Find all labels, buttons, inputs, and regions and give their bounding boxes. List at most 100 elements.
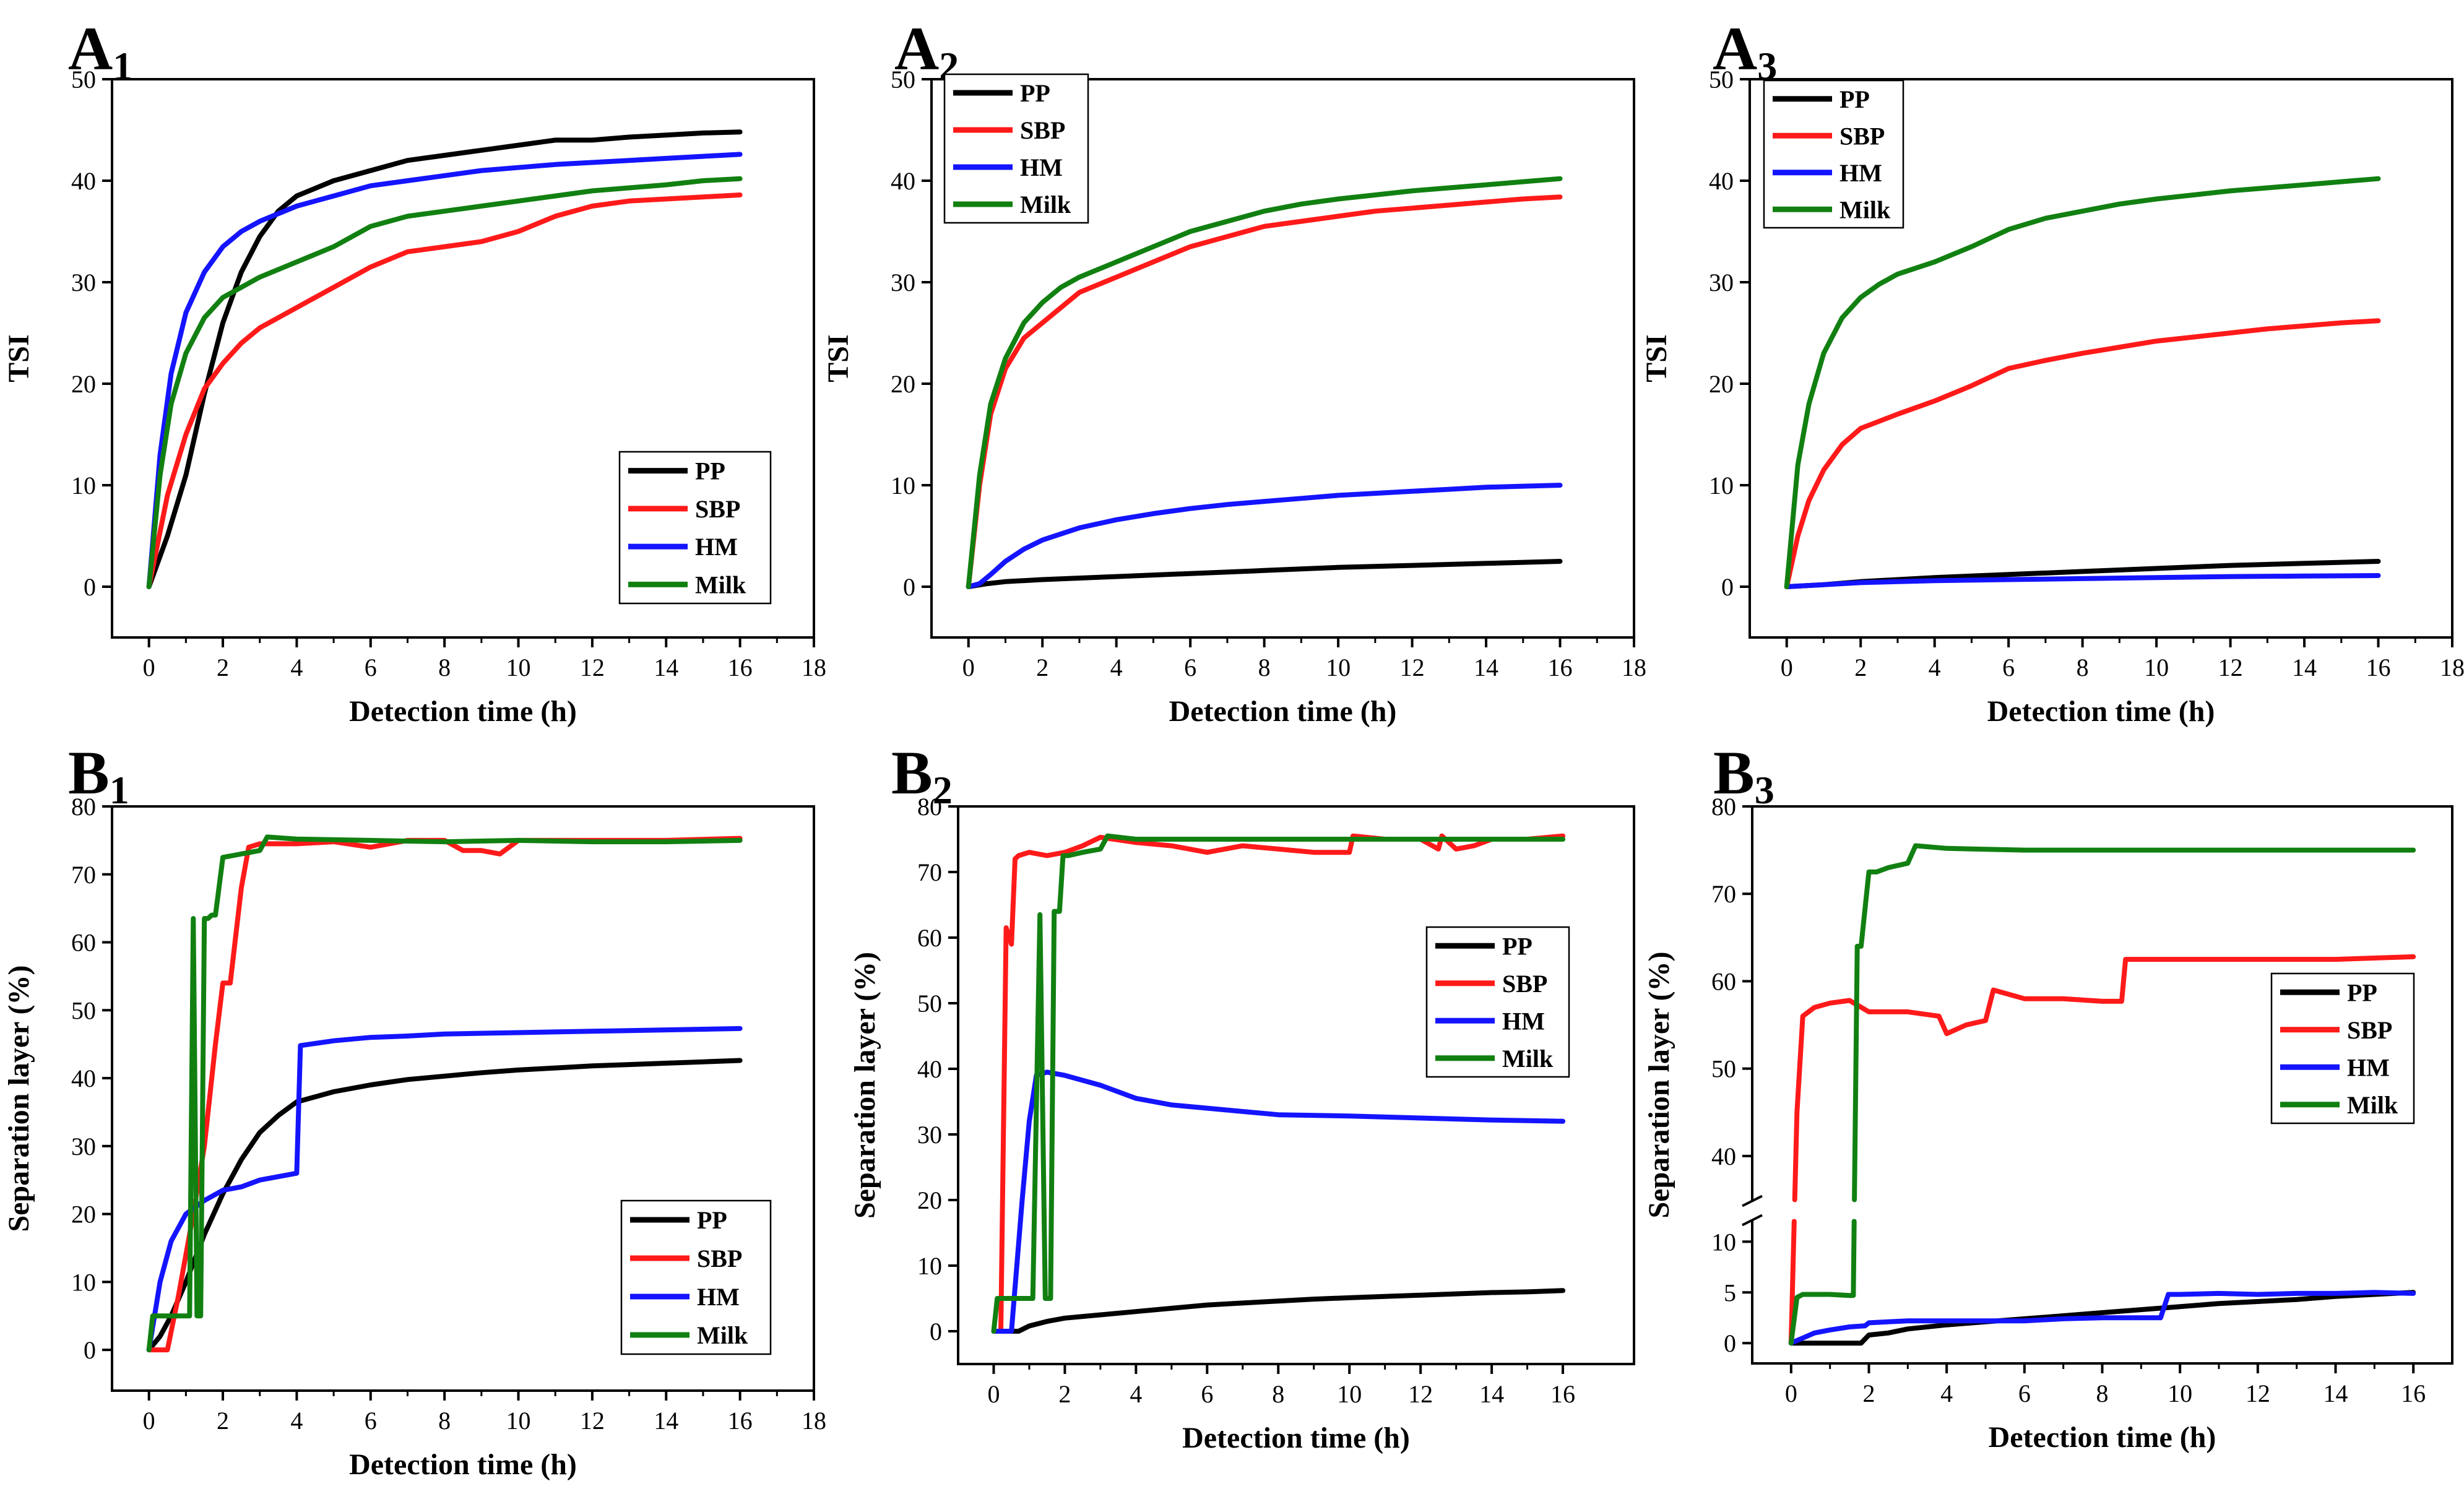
y-tick-label: 20 — [1709, 370, 1734, 398]
legend-label-hm: HM — [2347, 1053, 2390, 1081]
x-tick-label: 0 — [962, 654, 975, 681]
legend: PP SBP HM Milk — [943, 73, 1089, 224]
series-line-hm — [1788, 1290, 2416, 1346]
x-tick-label: 0 — [987, 1380, 1000, 1408]
y-tick-label: 30 — [1709, 269, 1734, 296]
x-tick-label: 18 — [1622, 654, 1646, 681]
x-tick-label: 6 — [2018, 1380, 2031, 1407]
legend-box — [1763, 79, 1904, 229]
plot-frame — [957, 805, 1635, 1365]
x-tick-label: 8 — [2096, 1380, 2109, 1407]
x-tick-label: 2 — [1854, 654, 1867, 681]
x-tick-label: 10 — [2144, 654, 2169, 681]
series-line-milk — [991, 833, 1566, 1334]
y-tick-label: 50 — [71, 66, 96, 93]
panel-letter: B — [68, 738, 110, 807]
x-tick-label: 4 — [1940, 1380, 1953, 1407]
x-tick-label: 6 — [365, 654, 377, 681]
x-tick-label: 2 — [1036, 654, 1048, 681]
y-axis-title: Separation layer (%) — [1643, 951, 1675, 1218]
legend-label-milk: Milk — [695, 571, 746, 598]
panel-b3: 0 2 4 6 8 10 12 14 16 0 5 10 40 50 60 70 80 Detection tim… — [1643, 738, 2453, 1454]
series-line-pp — [991, 1288, 1566, 1334]
legend-label-pp: PP — [1502, 932, 1532, 960]
panel-subscript: 1 — [113, 44, 132, 88]
legend-label-milk: Milk — [2347, 1091, 2398, 1119]
y-tick-label: 30 — [71, 269, 96, 296]
series-line-hm — [146, 152, 743, 589]
legend: PP SBP HM Milk — [618, 451, 772, 605]
x-tick-label: 6 — [365, 1407, 377, 1435]
x-tick-label: 4 — [1130, 1380, 1142, 1408]
legend: PP SBP HM Milk — [1763, 79, 1904, 229]
series-line-pp — [966, 559, 1563, 589]
series-group — [991, 833, 1566, 1334]
x-tick-label: 12 — [580, 1407, 605, 1435]
y-axis-title: TSI — [822, 334, 855, 382]
x-tick-label: 2 — [217, 1407, 229, 1435]
x-tick-label: 14 — [1479, 1380, 1504, 1408]
x-tick-label: 14 — [2292, 654, 2317, 681]
y-tick-label: 60 — [1711, 967, 1736, 995]
x-tick-label: 2 — [1863, 1380, 1875, 1407]
panel-label: B1 — [68, 738, 129, 812]
y-tick-label: 70 — [917, 858, 942, 886]
y-axis-title: Separation layer (%) — [2, 965, 35, 1232]
y-tick-label: 30 — [71, 1133, 96, 1160]
y-tick-label: 40 — [71, 167, 96, 195]
legend-label-sbp: SBP — [2347, 1016, 2392, 1044]
y-tick-label: 60 — [71, 929, 96, 957]
y-tick-label: 40 — [917, 1055, 942, 1083]
x-tick-label: 18 — [802, 654, 826, 681]
x-tick-label: 12 — [580, 654, 605, 681]
series-line-milk — [146, 834, 743, 1353]
panel-letter: A — [1713, 14, 1757, 83]
legend-label-pp: PP — [2347, 978, 2377, 1006]
x-tick-label: 8 — [1272, 1380, 1284, 1408]
legend-label-milk: Milk — [1020, 191, 1071, 218]
legend-label-pp: PP — [1020, 79, 1050, 107]
legend-label-hm: HM — [1839, 159, 1882, 187]
x-tick-label: 2 — [217, 654, 229, 681]
x-tick-label: 14 — [2324, 1380, 2348, 1407]
x-tick-label: 8 — [438, 1407, 451, 1435]
series-line-hm — [1784, 573, 2381, 589]
y-tick-label: 30 — [891, 269, 915, 296]
legend-label-milk: Milk — [697, 1321, 748, 1349]
legend-label-hm: HM — [697, 1283, 740, 1311]
series-line-sbp — [991, 833, 1566, 1334]
legend-box — [1425, 926, 1570, 1078]
x-tick-label: 4 — [290, 1407, 303, 1435]
x-tick-label: 12 — [1408, 1380, 1433, 1408]
x-tick-label: 16 — [728, 1407, 753, 1435]
x-tick-label: 10 — [1326, 654, 1351, 681]
y-tick-label: 60 — [917, 924, 942, 952]
y-tick-label: 80 — [1711, 793, 1736, 821]
legend-label-sbp: SBP — [1020, 116, 1065, 144]
x-tick-label: 10 — [2168, 1380, 2192, 1407]
x-tick-label: 8 — [438, 654, 451, 681]
x-axis-title: Detection time (h) — [349, 1448, 577, 1481]
panel-b1: 0 2 4 6 8 10 12 14 16 18 0 10 20 30 40 50 60 70 80 Detectio… — [2, 738, 826, 1481]
x-tick-label: 16 — [1548, 654, 1573, 681]
y-tick-label: 70 — [71, 861, 96, 889]
y-tick-label: 40 — [1711, 1142, 1736, 1170]
y-tick-label: 10 — [1709, 472, 1734, 499]
legend-label-sbp: SBP — [1502, 970, 1547, 998]
legend-label-sbp: SBP — [695, 495, 740, 523]
legend-label-sbp: SBP — [697, 1245, 742, 1272]
y-tick-label: 5 — [1724, 1279, 1736, 1306]
y-tick-label: 0 — [1721, 573, 1734, 601]
y-tick-label: 0 — [84, 1336, 96, 1364]
y-tick-label: 20 — [71, 370, 96, 398]
x-tick-label: 12 — [2246, 1380, 2270, 1407]
x-tick-label: 0 — [1781, 654, 1793, 681]
x-tick-label: 0 — [143, 654, 155, 681]
panel-label: B2 — [891, 738, 953, 812]
x-tick-label: 8 — [2077, 654, 2089, 681]
plot-frame — [930, 78, 1635, 639]
legend-label-hm: HM — [695, 533, 738, 561]
x-tick-label: 4 — [1929, 654, 1941, 681]
series-line-hm — [146, 1026, 743, 1353]
